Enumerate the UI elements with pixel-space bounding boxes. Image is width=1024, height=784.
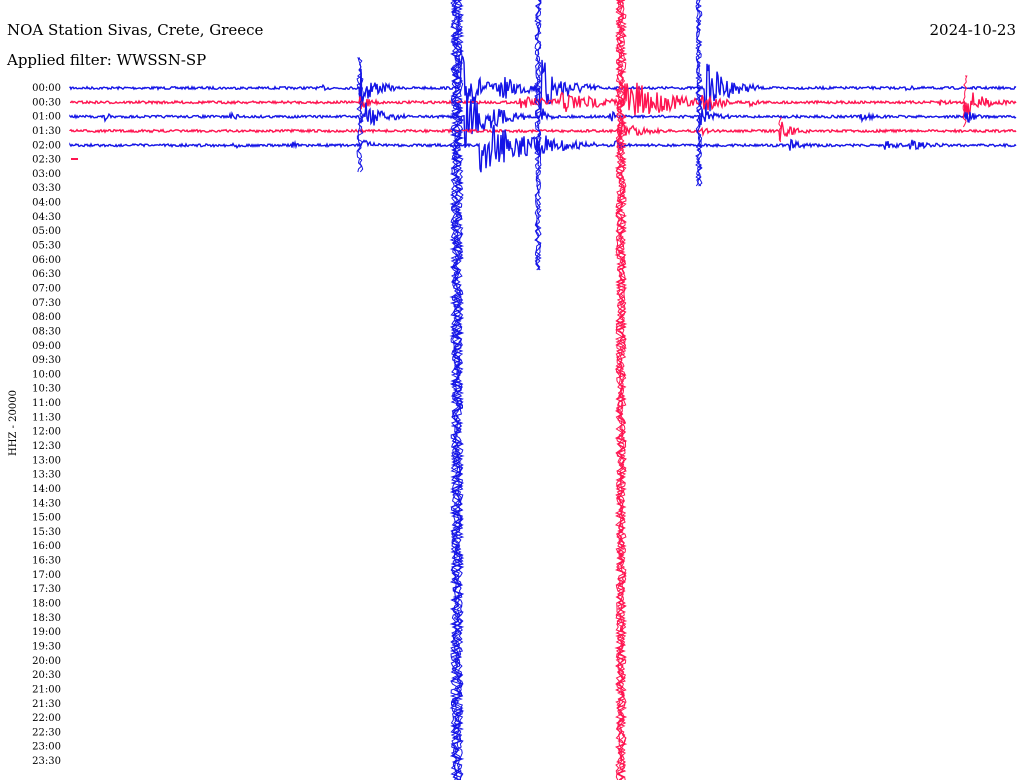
row-time-label: 23:00	[32, 742, 61, 753]
row-time-label: 16:00	[32, 541, 61, 552]
row-time-label: 19:30	[32, 641, 61, 652]
event-spike	[449, 0, 465, 781]
event-spike	[356, 57, 364, 173]
event-spike	[356, 57, 364, 173]
event-spike	[695, 0, 703, 187]
row-time-label: 07:00	[32, 283, 61, 294]
row-time-label: 20:30	[32, 670, 61, 681]
row-time-label: 07:30	[32, 298, 61, 309]
seismic-trace	[69, 54, 1017, 115]
row-time-label: 05:00	[32, 226, 61, 237]
row-time-label: 14:00	[32, 484, 61, 495]
event-spike	[449, 0, 465, 781]
row-time-label: 06:30	[32, 269, 61, 280]
date: 2024-10-23	[930, 21, 1016, 39]
row-time-label: 02:30	[32, 155, 61, 166]
row-time-label: 10:30	[32, 384, 61, 395]
filter-label: Applied filter: WWSSN-SP	[6, 51, 206, 69]
row-time-label: 03:00	[32, 169, 61, 180]
event-spike	[534, 0, 542, 271]
row-time-label: 12:00	[32, 427, 61, 438]
event-spike	[449, 0, 465, 781]
row-time-label: 00:30	[32, 97, 61, 108]
row-time-label: 11:00	[32, 398, 61, 409]
row-time-label: 03:30	[32, 183, 61, 194]
seismic-trace	[69, 120, 1017, 141]
seismic-trace	[69, 124, 1017, 173]
row-time-label: 06:00	[32, 255, 61, 266]
row-time-label: 05:30	[32, 241, 61, 252]
row-time-label: 10:00	[32, 369, 61, 380]
station-title: NOA Station Sivas, Crete, Greece	[7, 21, 264, 39]
row-time-label: 01:00	[32, 112, 61, 123]
row-time-label: 13:30	[32, 470, 61, 481]
row-time-label: 23:30	[32, 756, 61, 767]
seismic-trace	[69, 82, 1017, 116]
row-time-label: 00:00	[32, 83, 61, 94]
row-time-label: 16:30	[32, 556, 61, 567]
row-time-label: 21:00	[32, 684, 61, 695]
row-time-label: 22:30	[32, 727, 61, 738]
row-time-label: 11:30	[32, 412, 61, 423]
channel-label: HHZ - 20000	[8, 390, 19, 456]
row-time-label: 19:00	[32, 627, 61, 638]
traces	[69, 0, 1017, 781]
row-time-label: 12:30	[32, 441, 61, 452]
row-time-label: 15:30	[32, 527, 61, 538]
row-time-label: 17:30	[32, 584, 61, 595]
row-time-label: 15:00	[32, 513, 61, 524]
row-time-label: 09:00	[32, 341, 61, 352]
row-time-label: 13:00	[32, 455, 61, 466]
row-time-label: 08:00	[32, 312, 61, 323]
row-time-label: 20:00	[32, 656, 61, 667]
row-time-label: 08:30	[32, 326, 61, 337]
row-time-label: 18:00	[32, 599, 61, 610]
row-time-label: 09:30	[32, 355, 61, 366]
seismic-trace	[69, 92, 1017, 148]
row-time-label: 04:00	[32, 198, 61, 209]
row-time-label: 17:00	[32, 570, 61, 581]
event-spike	[778, 117, 783, 143]
row-time-label: 18:30	[32, 613, 61, 624]
row-time-label: 01:30	[32, 126, 61, 137]
row-time-label: 14:30	[32, 498, 61, 509]
event-spike	[614, 0, 628, 781]
event-spike	[962, 75, 968, 128]
row-time-label: 02:00	[32, 140, 61, 151]
row-time-label: 04:30	[32, 212, 61, 223]
event-spike	[614, 0, 628, 781]
row-time-label: 21:30	[32, 699, 61, 710]
event-spike	[534, 0, 542, 271]
event-spike	[449, 0, 465, 781]
row-time-label: 22:00	[32, 713, 61, 724]
